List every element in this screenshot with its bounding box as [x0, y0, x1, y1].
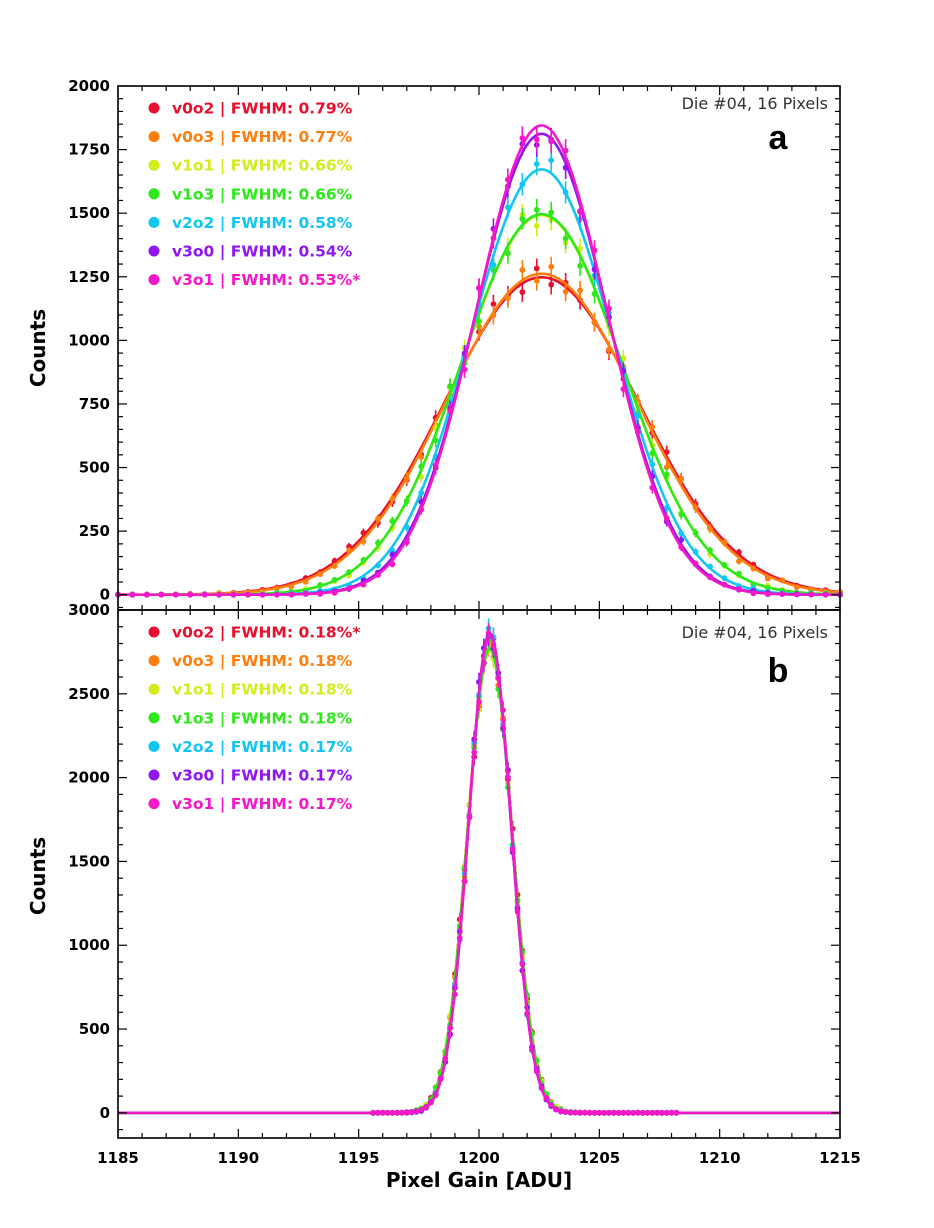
- legend-marker-v3o0: [148, 769, 160, 781]
- legend-entry-v2o2: v2o2 | FWHM: 0.17%: [172, 738, 353, 757]
- data-point-v0o2: [519, 289, 526, 296]
- legend-marker-v3o1: [148, 798, 160, 810]
- legend-marker-v2o2: [148, 740, 160, 752]
- data-point-v3o1: [548, 138, 555, 145]
- data-point-v1o3: [504, 250, 511, 257]
- x-tick-label: 1210: [699, 1149, 741, 1167]
- x-tick-label: 1200: [458, 1149, 500, 1167]
- data-point-v0o3: [533, 277, 540, 284]
- y-tick-label: 250: [79, 522, 110, 540]
- panel-a-ticks: 0 250 500 750 1000 1250 1500 1750 2000: [68, 77, 841, 610]
- y-tick-label: 2000: [68, 77, 110, 95]
- legend-marker-v3o0: [148, 245, 160, 257]
- legend-entry-v0o2: v0o2 | FWHM: 0.18%*: [172, 624, 360, 643]
- legend-marker-v2o2: [148, 216, 160, 228]
- legend-entry-v0o3: v0o3 | FWHM: 0.77%: [172, 128, 353, 147]
- legend-entry-v1o3: v1o3 | FWHM: 0.66%: [172, 185, 353, 204]
- y-tick-label: 2000: [68, 769, 110, 787]
- panel-b-annotation: Die #04, 16 Pixels: [682, 623, 828, 642]
- data-point-v1o1: [533, 222, 540, 229]
- legend-entry-v3o0: v3o0 | FWHM: 0.54%: [172, 243, 353, 262]
- legend-entry-v3o1: v3o1 | FWHM: 0.53%*: [172, 271, 360, 290]
- y-tick-label: 1000: [68, 936, 110, 954]
- data-point-v2o2: [548, 157, 555, 164]
- data-point-v3o1: [533, 136, 540, 143]
- panel-b-ylabel: Counts: [26, 837, 50, 915]
- panel-b-data: [118, 618, 840, 1116]
- y-tick-label: 500: [79, 1020, 110, 1038]
- legend-entry-v0o2: v0o2 | FWHM: 0.79%: [172, 100, 353, 119]
- fit-curve-v3o1: [118, 633, 840, 1115]
- x-tick-label: 1190: [217, 1149, 259, 1167]
- panel-a-data: [115, 124, 843, 598]
- x-axis-label: Pixel Gain [ADU]: [386, 1168, 572, 1192]
- panel-a-legend: v0o2 | FWHM: 0.79% v0o3 | FWHM: 0.77% v1o1…: [148, 100, 360, 290]
- x-tick-label: 1185: [97, 1149, 139, 1167]
- panel-a: 0 250 500 750 1000 1250 1500 1750 2000 v0o2 | FW…: [26, 77, 843, 611]
- panel-a-letter: a: [769, 119, 789, 157]
- y-tick-label: 1500: [68, 204, 110, 222]
- legend-marker-v0o2: [148, 102, 160, 114]
- legend-entry-v3o1: v3o1 | FWHM: 0.17%: [172, 795, 353, 814]
- y-tick-label: 1750: [68, 141, 110, 159]
- x-tick-label: 1215: [819, 1149, 861, 1167]
- data-point-v1o3: [548, 209, 555, 216]
- panel-b-letter: b: [768, 652, 789, 690]
- legend-entry-v1o1: v1o1 | FWHM: 0.18%: [172, 681, 353, 700]
- y-tick-label: 1500: [68, 852, 110, 870]
- series-v3o1: [115, 124, 843, 598]
- legend-marker-v1o3: [148, 712, 160, 724]
- legend-entry-v2o2: v2o2 | FWHM: 0.58%: [172, 214, 353, 233]
- y-tick-label: 500: [79, 459, 110, 477]
- legend-entry-v1o3: v1o3 | FWHM: 0.18%: [172, 709, 353, 728]
- legend-entry-v1o1: v1o1 | FWHM: 0.66%: [172, 157, 353, 176]
- data-point-v1o3: [577, 263, 583, 269]
- panel-a-ylabel: Counts: [26, 309, 50, 387]
- panel-a-annotation: Die #04, 16 Pixels: [682, 94, 828, 113]
- legend-marker-v1o1: [148, 683, 160, 695]
- data-point-v0o3: [663, 464, 670, 471]
- data-point-v1o3: [562, 235, 569, 242]
- data-point-v0o3: [548, 263, 555, 270]
- data-point-v0o3: [577, 287, 583, 294]
- panel-b-legend: v0o2 | FWHM: 0.18%* v0o3 | FWHM: 0.18% v1o…: [148, 624, 360, 814]
- y-tick-label: 2500: [68, 685, 110, 703]
- data-point-v2o2: [533, 161, 540, 167]
- y-tick-label: 1250: [68, 268, 110, 286]
- y-tick-label: 0: [100, 586, 110, 604]
- x-tick-label: 1205: [578, 1149, 620, 1167]
- legend-marker-v1o3: [148, 188, 160, 200]
- panel-b: 0 500 1000 1500 2000 2500 3000 1185 1190 1195 1200…: [26, 601, 861, 1192]
- data-point-v1o3: [533, 206, 540, 213]
- legend-entry-v0o3: v0o3 | FWHM: 0.18%: [172, 652, 353, 671]
- series-v3o1: [118, 623, 840, 1116]
- legend-marker-v0o3: [148, 131, 160, 143]
- legend-marker-v3o1: [148, 274, 160, 286]
- y-tick-label: 0: [100, 1104, 110, 1122]
- data-point-v0o3: [562, 288, 569, 295]
- fit-curve-v3o1: [118, 124, 840, 597]
- y-tick-label: 1000: [68, 331, 110, 349]
- data-point-v3o1: [519, 135, 526, 141]
- x-tick-label: 1195: [338, 1149, 380, 1167]
- data-point-v1o3: [519, 216, 526, 222]
- legend-entry-v3o0: v3o0 | FWHM: 0.17%: [172, 767, 353, 786]
- legend-marker-v1o1: [148, 159, 160, 171]
- legend-marker-v0o2: [148, 626, 160, 638]
- y-tick-label: 750: [79, 395, 110, 413]
- y-tick-label: 3000: [68, 601, 110, 619]
- legend-marker-v0o3: [148, 655, 160, 667]
- data-point-v0o2: [490, 301, 497, 308]
- data-point-v0o3: [519, 267, 526, 273]
- data-point-v0o2: [548, 281, 555, 288]
- fit-curve-v0o3: [118, 272, 841, 597]
- data-point-v0o2: [533, 265, 540, 272]
- panel-b-ticks: 0 500 1000 1500 2000 2500 3000 1185 1190 1195 1200…: [68, 601, 861, 1167]
